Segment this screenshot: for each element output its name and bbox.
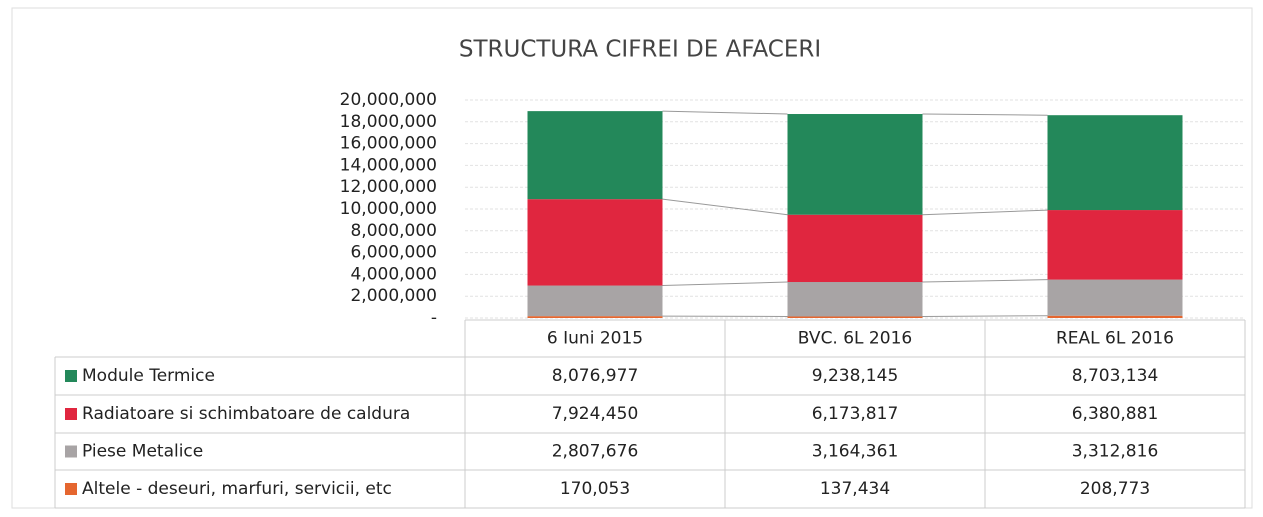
- y-tick-label: 20,000,000: [340, 90, 437, 110]
- series-line: [663, 282, 788, 286]
- data-label: 170,053: [560, 479, 630, 499]
- data-label: 7,924,450: [552, 404, 639, 424]
- bar-segment: [788, 215, 923, 282]
- bar-segment: [1048, 210, 1183, 280]
- y-tick-label: 6,000,000: [350, 243, 437, 263]
- bar-segment: [528, 286, 663, 317]
- data-label: 8,076,977: [552, 366, 639, 386]
- bar-segment: [528, 316, 663, 318]
- data-label: 9,238,145: [812, 366, 899, 386]
- legend-key: [65, 483, 77, 495]
- series-line: [923, 114, 1048, 115]
- x-tick-label: REAL 6L 2016: [1056, 329, 1174, 349]
- x-tick-label: BVC. 6L 2016: [798, 329, 912, 349]
- y-tick-label: 10,000,000: [340, 199, 437, 219]
- y-tick-label: 2,000,000: [350, 286, 437, 306]
- legend-label: Piese Metalice: [82, 442, 203, 462]
- bar-segment: [1048, 316, 1183, 318]
- data-label: 6,173,817: [812, 404, 899, 424]
- legend-label: Altele - deseuri, marfuri, servicii, etc: [82, 479, 392, 499]
- data-label: 8,703,134: [1072, 366, 1159, 386]
- bar-segment: [788, 282, 923, 316]
- data-label: 208,773: [1080, 479, 1150, 499]
- data-label: 3,312,816: [1072, 442, 1159, 462]
- y-tick-label: 18,000,000: [340, 112, 437, 132]
- y-tick-label: 14,000,000: [340, 155, 437, 175]
- series-line: [663, 199, 788, 215]
- chart-title: STRUCTURA CIFREI DE AFACERI: [459, 37, 821, 63]
- series-line: [663, 111, 788, 114]
- bar-segment: [528, 199, 663, 285]
- y-tick-label: 8,000,000: [350, 221, 437, 241]
- data-label: 6,380,881: [1072, 404, 1159, 424]
- data-label: 2,807,676: [552, 442, 639, 462]
- series-line: [923, 280, 1048, 282]
- series-line: [923, 316, 1048, 317]
- bar-segment: [1048, 280, 1183, 316]
- bar-segment: [528, 111, 663, 199]
- bar-segment: [788, 114, 923, 215]
- data-label: 3,164,361: [812, 442, 899, 462]
- y-tick-label: 12,000,000: [340, 177, 437, 197]
- legend-label: Module Termice: [82, 366, 215, 386]
- x-tick-label: 6 Iuni 2015: [547, 329, 643, 349]
- series-line: [923, 210, 1048, 215]
- legend-label: Radiatoare si schimbatoare de caldura: [82, 404, 410, 424]
- legend-key: [65, 408, 77, 420]
- legend-key: [65, 370, 77, 382]
- legend-key: [65, 446, 77, 458]
- y-tick-label: 16,000,000: [340, 134, 437, 154]
- data-label: 137,434: [820, 479, 890, 499]
- bar-segment: [1048, 115, 1183, 210]
- y-tick-label: -: [431, 308, 437, 328]
- bar-segment: [788, 317, 923, 318]
- y-tick-label: 4,000,000: [350, 264, 437, 284]
